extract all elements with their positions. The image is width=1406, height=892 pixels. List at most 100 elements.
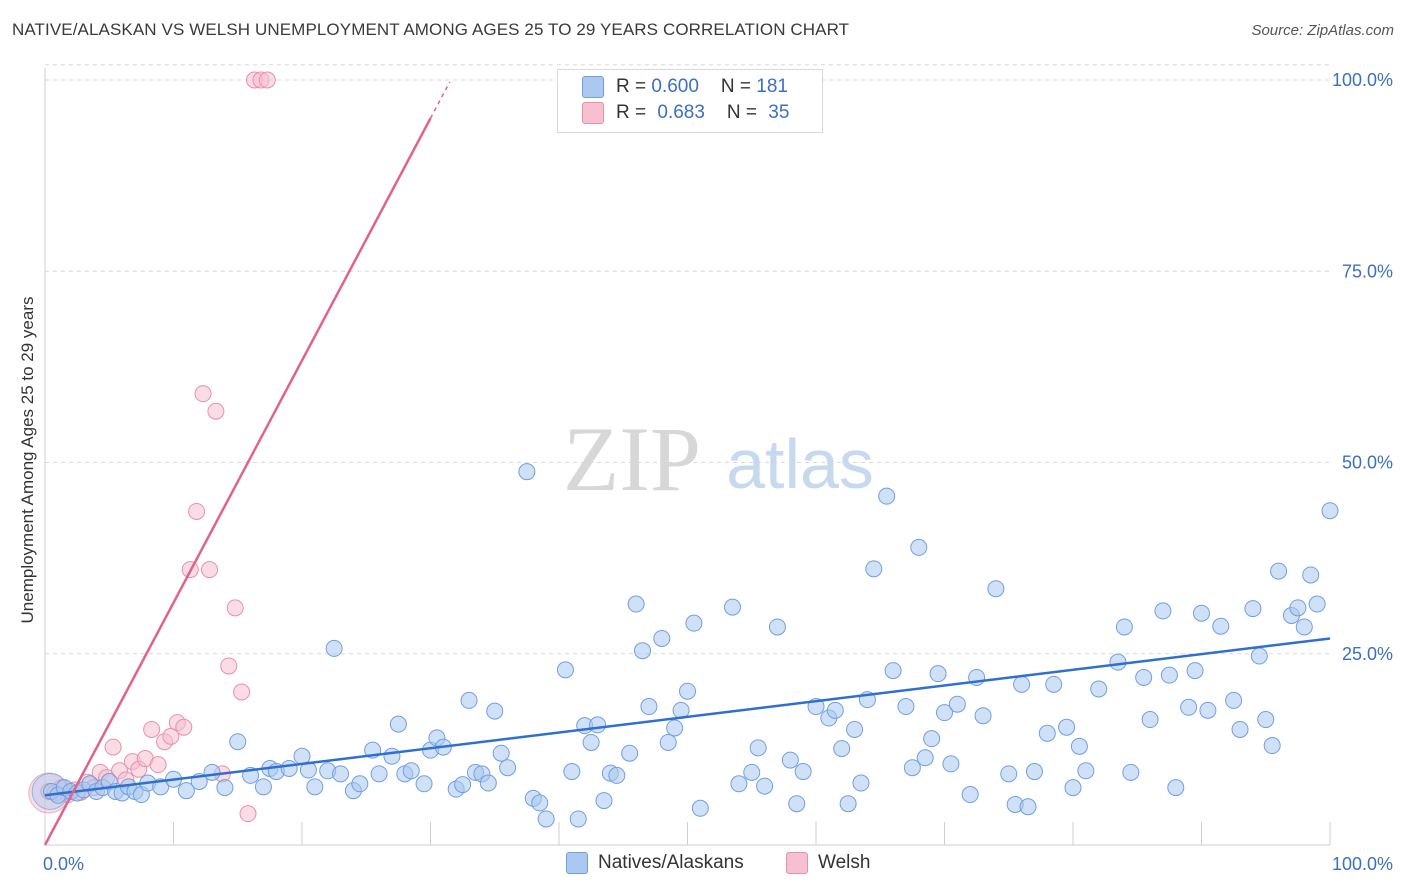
stats-legend: R = 0.600 N = 181 R = 0.683 N = 35 [557,69,823,133]
series-label-welsh: Welsh [818,852,871,873]
welsh-point [175,718,193,736]
native-point [794,763,812,781]
native-point [987,580,1005,598]
native-point [415,775,433,793]
native-point [833,740,851,758]
native-point [1167,779,1185,797]
native-point [1308,595,1326,613]
native-point [383,747,401,765]
native-point [974,707,992,725]
native-point [582,733,600,751]
welsh-point [200,561,218,579]
native-point [177,782,195,800]
welsh-points [28,71,276,823]
native-point [788,795,806,813]
native-point [1321,502,1339,520]
welsh-point [220,657,238,675]
native-point [556,661,574,679]
welsh-point [162,727,180,745]
native-point [846,720,864,738]
native-point [1038,724,1056,742]
native-point [370,765,388,783]
native-point [1109,653,1127,671]
native-point [479,774,497,792]
native-point [1270,562,1288,580]
native-point [923,730,941,748]
native-point [781,751,799,769]
native-point [929,665,947,683]
native-point [768,618,786,636]
y-tick-label: 50.0% [1342,453,1393,473]
welsh-trend-line [43,117,432,846]
native-point [1257,711,1275,729]
native-point [1289,599,1307,617]
native-point [1045,675,1063,693]
legend-row-native: R = 0.600 N = 181 [582,75,788,99]
series-legend-native[interactable]: Natives/Alaskans [566,852,744,874]
native-point [936,704,953,722]
native-point [486,702,504,720]
native-point [1077,762,1095,780]
native-point [685,614,703,632]
x-tick-label: 100.0% [1332,854,1393,874]
native-point [1263,737,1281,755]
native-point [1154,602,1172,620]
native-point [1180,698,1198,716]
native-point [589,716,607,734]
series-legend: Natives/Alaskans Welsh [0,852,1406,876]
native-point [325,639,343,657]
native-point [1058,718,1076,736]
native-point [627,595,645,613]
native-point [1302,566,1320,584]
native-point [1135,668,1153,686]
y-tick-label: 25.0% [1342,644,1393,664]
legend-n-label: N = [720,76,757,97]
native-point [518,463,536,481]
native-point [389,715,407,733]
native-point [826,701,844,719]
native-point [666,719,684,737]
native-point [1013,675,1031,693]
native-point [961,786,979,804]
native-point [948,695,966,713]
native-point [499,759,517,777]
native-point [402,762,420,780]
native-point [839,795,857,813]
native-point [910,538,928,556]
welsh-point [188,502,206,520]
native-point [229,733,247,751]
native-point [1250,647,1268,665]
native-point [1199,701,1217,719]
welsh-point [207,402,225,420]
legend-n-value: 35 [768,102,790,123]
native-point [865,560,883,578]
welsh-point [194,385,212,403]
welsh-point [226,599,244,617]
native-point [621,744,639,762]
native-point [569,810,587,828]
native-point [1212,617,1230,635]
welsh-point [104,738,122,756]
native-point [659,733,677,751]
y-tick-label: 75.0% [1342,261,1393,281]
x-tick-label: 0.0% [43,854,84,874]
native-point [1115,618,1133,636]
native-point [878,487,896,505]
native-point [1000,765,1018,783]
native-point [306,778,324,796]
series-legend-welsh[interactable]: Welsh [786,852,870,874]
native-point [1295,618,1313,636]
chart-title: NATIVE/ALASKAN VS WELSH UNEMPLOYMENT AMO… [12,20,850,39]
native-point [730,775,748,793]
native-points [31,463,1339,828]
native-point [216,779,234,797]
native-point [280,760,298,777]
native-point [531,794,549,812]
native-point [1070,737,1088,755]
series-swatch-native [566,852,588,874]
native-point [563,763,581,781]
native-point [1025,763,1043,781]
native-point [1064,779,1082,797]
welsh-trend-extension [429,81,451,119]
